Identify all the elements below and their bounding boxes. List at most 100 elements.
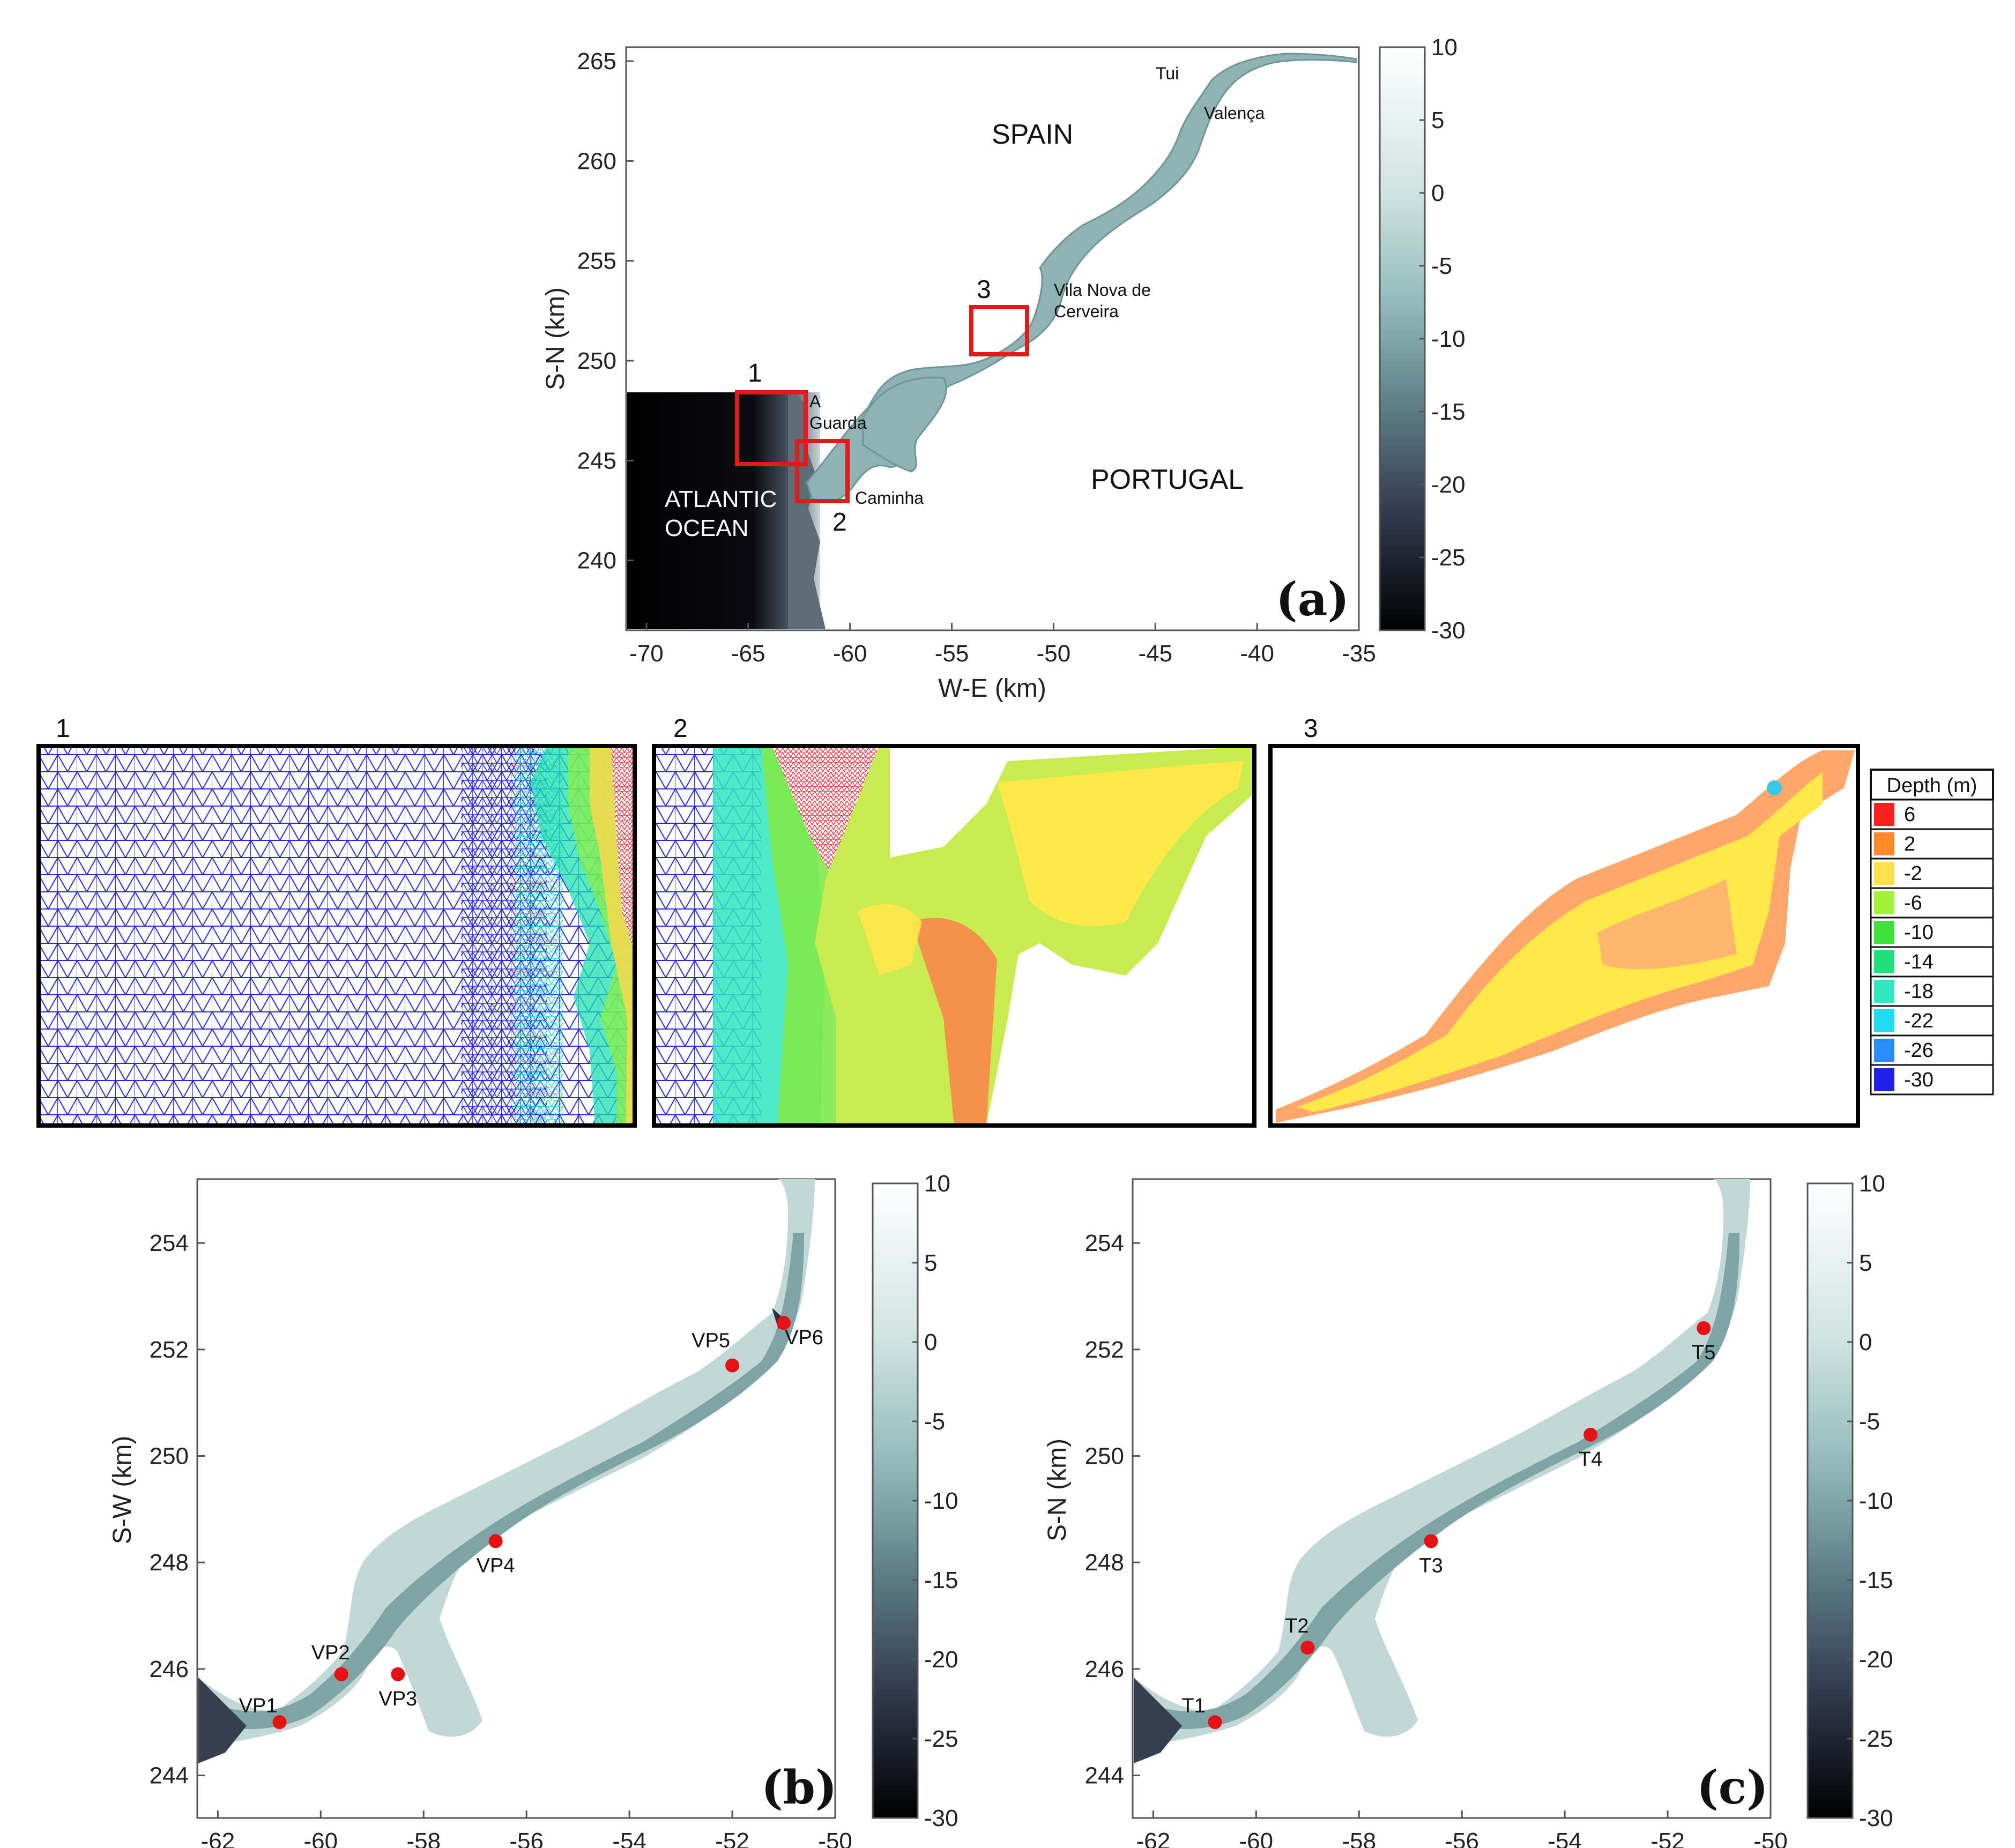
label-vila-nova-2: Cerveira	[1054, 302, 1119, 321]
x-tick-label: -56	[1445, 1828, 1479, 1848]
colorbar-tick-label: -5	[924, 1409, 945, 1435]
legend-value: 2	[1904, 833, 1915, 855]
panel-a-y-ticks: 240 245 250 255 260 265	[577, 48, 634, 574]
x-tick-label: -56	[509, 1828, 544, 1848]
station-label: T3	[1419, 1554, 1443, 1577]
station-marker	[1583, 1427, 1598, 1442]
box-3	[969, 305, 1029, 356]
legend-swatch	[1874, 832, 1894, 855]
panel-c-x-ticks: -62 -60 -58 -56 -54 -52 -50	[1136, 1810, 1788, 1848]
colorbar-tick-label: -20	[1859, 1646, 1893, 1673]
x-tick-label: -50	[818, 1828, 852, 1848]
box-1-label: 1	[748, 359, 762, 388]
y-tick-label: 240	[577, 548, 616, 574]
colorbar-tick-label: 0	[924, 1329, 937, 1355]
panel-c-colorbar	[1806, 1182, 1854, 1819]
label-spain: SPAIN	[992, 119, 1073, 150]
station-marker	[1424, 1534, 1438, 1548]
label-portugal: PORTUGAL	[1091, 464, 1244, 495]
colorbar-tick-label: -25	[924, 1726, 958, 1752]
panel-a-colorbar-ticks: 10 5 0 -5 -10 -15 -20 -25 -30	[1419, 34, 1466, 644]
panel-a-x-ticks: -70 -65 -60 -55 -50 -45 -40 -35	[629, 623, 1376, 667]
mesh-3-title: 3	[1304, 714, 1318, 743]
y-tick-label: 252	[150, 1337, 189, 1363]
station-marker	[725, 1358, 740, 1373]
y-tick-label: 248	[150, 1549, 189, 1576]
station-marker	[1697, 1321, 1711, 1336]
panel-b-colorbar	[872, 1182, 919, 1819]
station-label: VP2	[311, 1642, 350, 1664]
y-tick-label: 246	[150, 1656, 189, 1682]
y-tick-label: 254	[1085, 1230, 1124, 1256]
box-1	[735, 390, 808, 466]
station-label: VP5	[692, 1330, 730, 1352]
legend-value: -2	[1904, 862, 1922, 885]
label-ocean-1: ATLANTIC	[665, 486, 777, 512]
y-tick-label: 254	[150, 1230, 189, 1256]
y-tick-label: 260	[577, 148, 616, 174]
colorbar-tick-label: -5	[1859, 1409, 1880, 1435]
x-tick-label: -52	[715, 1828, 749, 1848]
colorbar-tick-label: 0	[1859, 1329, 1872, 1355]
label-tui: Tui	[1156, 64, 1179, 83]
y-tick-label: 244	[1085, 1763, 1124, 1789]
y-tick-label: 250	[577, 348, 616, 374]
label-vila-nova-1: Vila Nova de	[1054, 280, 1151, 300]
panel-b-points: VP1 VP2 VP3 VP4 VP5 VP6	[239, 1316, 823, 1730]
mesh-panels: 1 2 3	[36, 714, 1994, 1128]
x-tick-label: -62	[1136, 1828, 1171, 1848]
panel-b-x-ticks: -62 -60 -58 -56 -54 -52 -50	[201, 1810, 852, 1848]
legend-swatch	[1874, 1068, 1894, 1091]
colorbar-tick-label: -10	[924, 1488, 958, 1514]
colorbar-tick-label: -10	[1431, 326, 1466, 352]
panel-a-xlabel: W-E (km)	[938, 674, 1046, 703]
x-tick-label: -50	[1753, 1828, 1788, 1848]
legend-value: -6	[1904, 892, 1922, 914]
station-label: T5	[1692, 1342, 1715, 1364]
legend-swatch	[1874, 921, 1894, 944]
panel-c-estuary	[1134, 1179, 1750, 1763]
panel-a: 1 2 3 SPAIN PORTUGAL ATLANTIC OCEAN Tui …	[541, 34, 1466, 703]
colorbar-tick-label: -20	[924, 1646, 958, 1673]
panel-a-ylabel: S-N (km)	[541, 287, 570, 390]
panel-b-colorbar-ticks: 10 5 0 -5 -10 -15 -20 -25 -30	[912, 1171, 958, 1831]
x-tick-label: -55	[935, 640, 969, 667]
colorbar-tick-label: 10	[1859, 1171, 1885, 1197]
colorbar-tick-label: -10	[1859, 1488, 1893, 1514]
y-tick-label: 248	[1085, 1549, 1124, 1576]
y-tick-label: 246	[1085, 1656, 1124, 1682]
panel-a-letter: (a)	[1276, 572, 1349, 627]
legend-swatch	[1874, 862, 1894, 885]
station-marker	[777, 1316, 791, 1330]
legend-swatch	[1874, 1039, 1894, 1062]
label-ocean-2: OCEAN	[665, 515, 748, 541]
colorbar-tick-label: -15	[1859, 1567, 1893, 1593]
legend-swatch	[1874, 1009, 1894, 1032]
colorbar-tick-label: -30	[924, 1805, 958, 1831]
depth-legend: Depth (m) 6 2 -2 -6 -10 -14 -18 -22 -26 -30	[1870, 769, 1994, 1096]
panel-b: VP1 VP2 VP3 VP4 VP5 VP6 (b) -62 -60 -58 -56 -54 -5…	[108, 1171, 958, 1848]
label-a-guarda-1: A	[809, 392, 821, 411]
legend-value: -14	[1904, 951, 1934, 973]
station-marker	[272, 1715, 287, 1730]
x-tick-label: -58	[406, 1828, 441, 1848]
legend-value: -26	[1904, 1039, 1934, 1062]
station-label: VP1	[239, 1695, 278, 1717]
legend-value: -18	[1904, 980, 1934, 1003]
box-2-label: 2	[832, 508, 847, 536]
colorbar-tick-label: 5	[1859, 1250, 1872, 1276]
colorbar-tick-label: -5	[1431, 253, 1452, 279]
x-tick-label: -45	[1138, 640, 1172, 667]
y-tick-label: 244	[150, 1763, 189, 1789]
mesh-2-title: 2	[673, 714, 688, 743]
panel-c-points: T1 T2 T3 T4 T5	[1181, 1321, 1715, 1730]
panel-c-y-ticks: 244 246 248 250 252 254	[1085, 1230, 1140, 1789]
legend-swatch	[1874, 950, 1894, 973]
legend-swatch	[1874, 803, 1894, 826]
legend-swatch	[1874, 891, 1894, 914]
station-marker	[391, 1667, 405, 1681]
legend-value: -22	[1904, 1010, 1934, 1032]
x-tick-label: -35	[1342, 640, 1376, 667]
station-marker	[1300, 1641, 1315, 1655]
panel-c-ylabel: S-N (km)	[1043, 1439, 1072, 1541]
